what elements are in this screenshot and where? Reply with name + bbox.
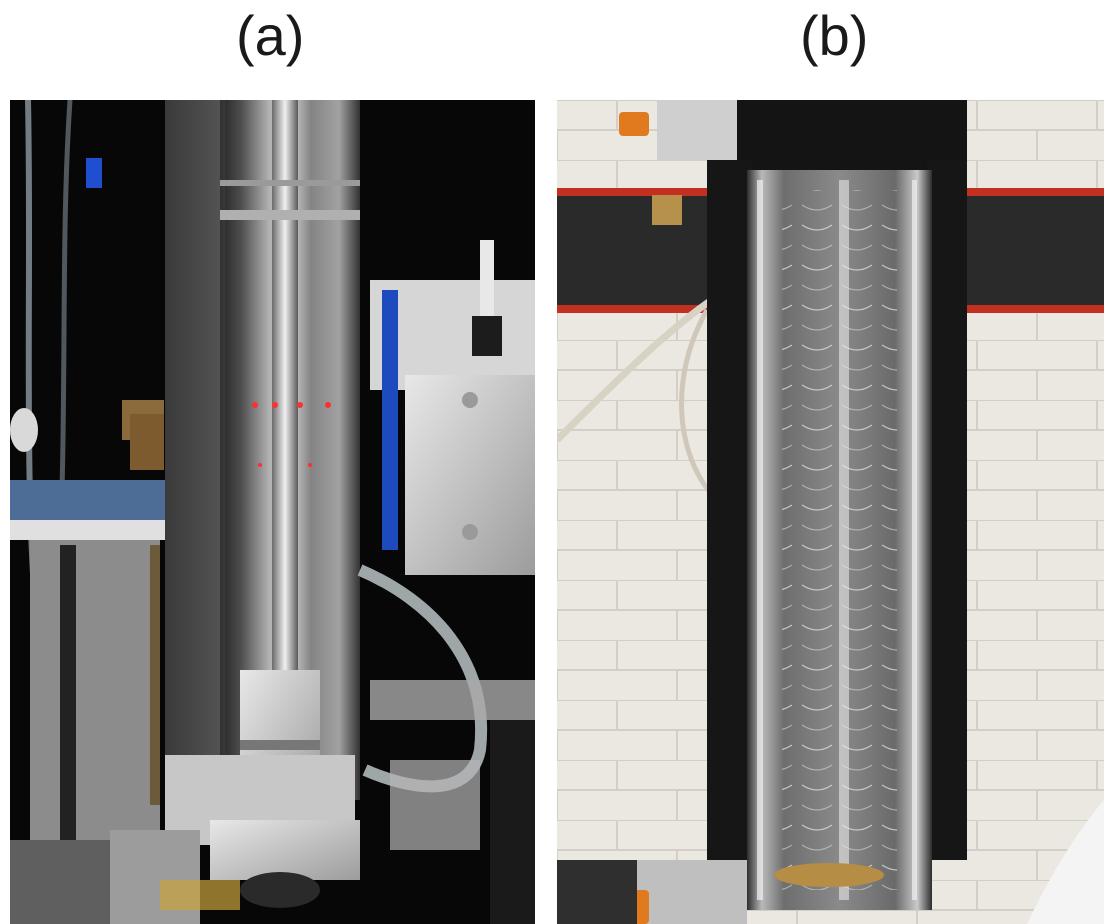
photo-b [557, 100, 1104, 924]
panel-label-a: (a) [236, 4, 305, 67]
photo-a [10, 100, 535, 924]
panel-label-b: (b) [800, 4, 869, 67]
photo-b-drawing [557, 100, 1104, 924]
photo-a-drawing [10, 100, 535, 924]
